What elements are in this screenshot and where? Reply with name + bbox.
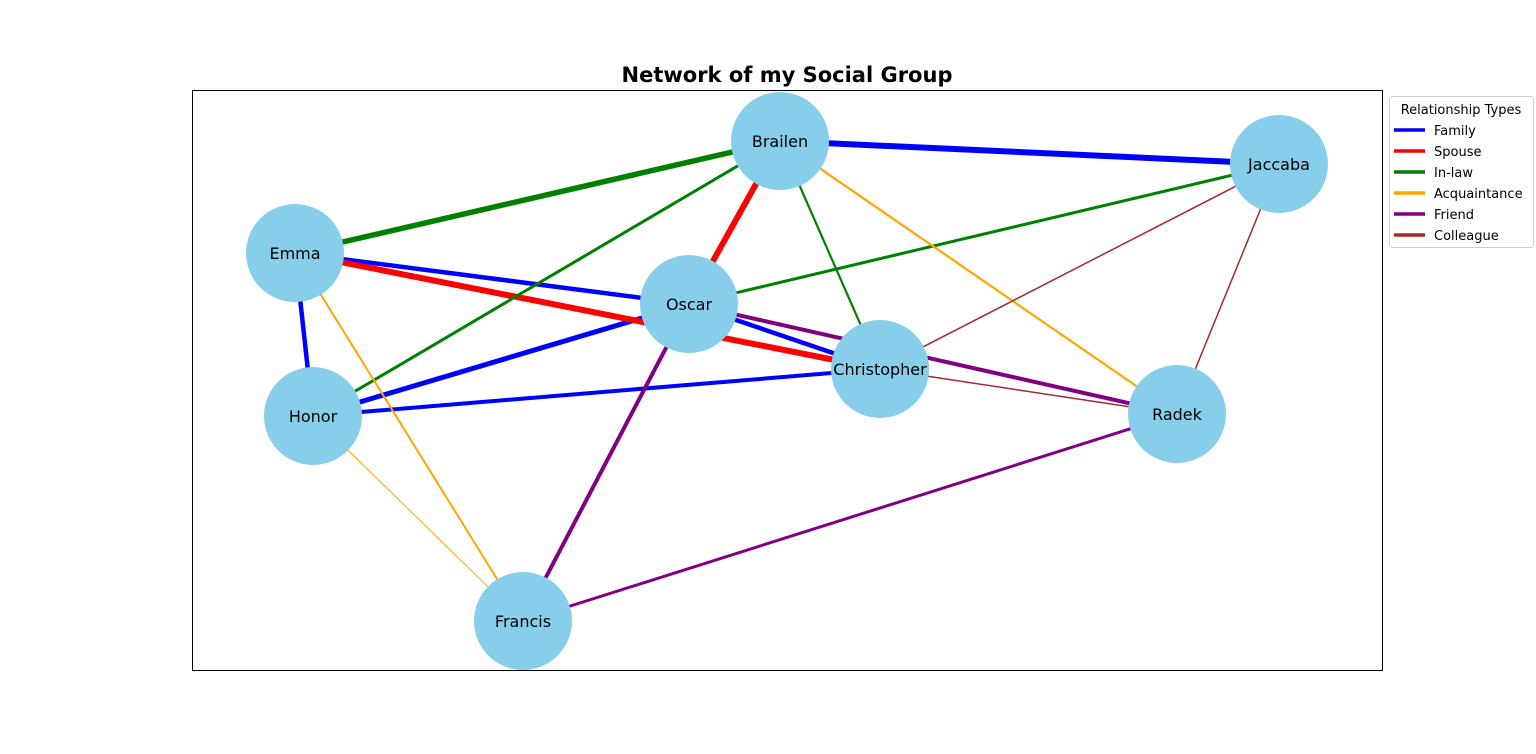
edge-christopher-radek [879, 368, 1178, 415]
legend-label: Family [1434, 124, 1476, 139]
legend-item-acquaintance: Acquaintance [1394, 187, 1523, 202]
node-radek: Radek [1128, 365, 1226, 463]
node-circle [474, 572, 572, 670]
node-circle [831, 320, 929, 418]
edge-jaccaba-oscar [688, 162, 1280, 306]
node-label: Brailen [752, 132, 808, 151]
nodes-layer: Brailen Jaccaba Emma Oscar Christopher Honor R… [246, 92, 1328, 670]
legend-item-in-law: In-law [1394, 166, 1473, 181]
edge-oscar-francis [521, 303, 691, 622]
edge-oscar-radek [688, 302, 1178, 416]
node-label: Honor [289, 407, 338, 426]
node-christopher: Christopher [831, 320, 929, 418]
edge-brailen-honor [312, 139, 781, 418]
node-honor: Honor [264, 367, 362, 465]
node-label: Radek [1152, 405, 1203, 424]
node-label: Emma [269, 244, 320, 263]
edge-brailen-jaccaba [779, 138, 1280, 167]
legend-box [1389, 96, 1534, 248]
node-circle [731, 92, 829, 190]
legend-title: Relationship Types [1401, 103, 1522, 118]
node-circle [246, 204, 344, 302]
plot-frame [192, 90, 1383, 671]
edge-oscar-honor [312, 301, 690, 419]
edge-emma-francis [294, 252, 524, 622]
legend-label: Friend [1434, 208, 1474, 223]
legend-items: Family Spouse In-law Acquaintance Friend Coll… [1394, 124, 1523, 244]
node-label: Christopher [833, 360, 927, 379]
edge-brailen-radek [779, 140, 1178, 415]
legend-label: Colleague [1434, 229, 1499, 244]
node-label: Jaccaba [1247, 155, 1310, 174]
legend-label: In-law [1434, 166, 1473, 181]
edges-layer [292, 138, 1280, 623]
node-label: Oscar [666, 295, 713, 314]
legend-item-spouse: Spouse [1394, 145, 1481, 160]
legend-item-family: Family [1394, 124, 1476, 139]
node-oscar: Oscar [640, 255, 738, 353]
edge-honor-christopher [312, 367, 881, 418]
edge-jaccaba-christopher [879, 163, 1280, 370]
node-circle [640, 255, 738, 353]
edge-emma-christopher [294, 250, 881, 372]
legend-item-colleague: Colleague [1394, 229, 1499, 244]
legend-label: Spouse [1434, 145, 1481, 160]
legend-label: Acquaintance [1434, 187, 1523, 202]
node-circle [1128, 365, 1226, 463]
node-circle [264, 367, 362, 465]
node-emma: Emma [246, 204, 344, 302]
legend-item-friend: Friend [1394, 208, 1474, 223]
node-jaccaba: Jaccaba [1230, 115, 1328, 213]
edge-brailen-emma [294, 138, 781, 256]
node-circle [1230, 115, 1328, 213]
node-francis: Francis [474, 572, 572, 670]
node-label: Francis [495, 612, 551, 631]
node-brailen: Brailen [731, 92, 829, 190]
edge-francis-radek [522, 412, 1178, 623]
edge-emma-oscar [294, 250, 690, 307]
diagram-title: Network of my Social Group [622, 63, 953, 87]
legend: Relationship Types Family Spouse In-law Acq… [1389, 96, 1534, 248]
